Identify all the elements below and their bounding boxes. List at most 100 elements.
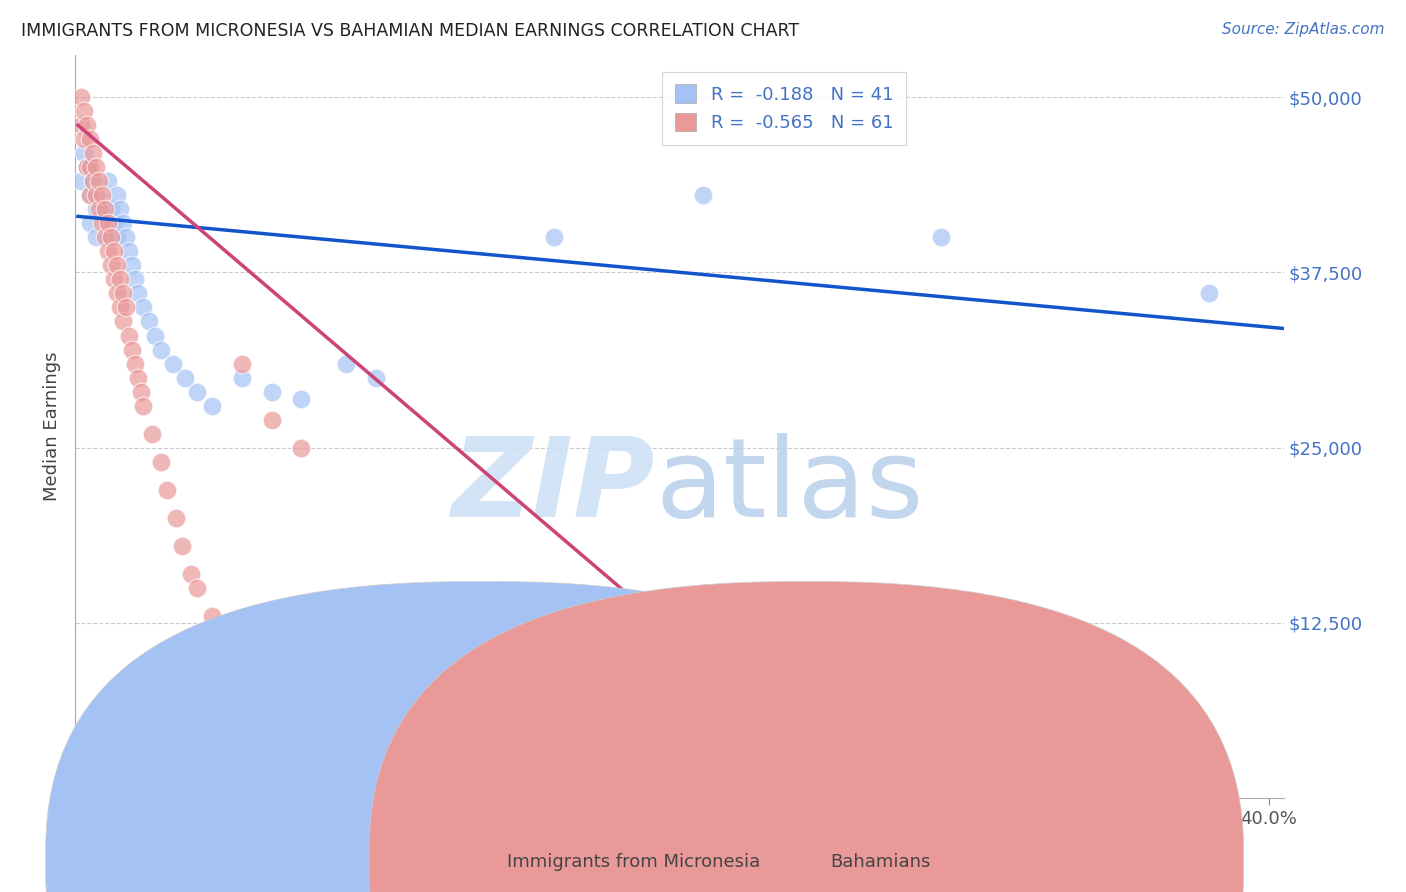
Point bbox=[111, 286, 134, 301]
Point bbox=[335, 700, 357, 714]
Point bbox=[79, 188, 101, 202]
Point bbox=[260, 412, 283, 426]
Point bbox=[84, 202, 107, 217]
Text: Immigrants from Micronesia: Immigrants from Micronesia bbox=[506, 853, 761, 871]
Point bbox=[94, 230, 117, 244]
Point bbox=[82, 174, 104, 188]
Point bbox=[174, 370, 197, 384]
Point bbox=[186, 581, 208, 595]
Point bbox=[105, 188, 128, 202]
Point bbox=[103, 272, 125, 286]
Point bbox=[124, 272, 146, 286]
Point bbox=[121, 343, 143, 357]
Point bbox=[394, 706, 416, 721]
Point bbox=[364, 686, 387, 700]
Point bbox=[165, 510, 187, 524]
Point bbox=[513, 693, 536, 707]
Point bbox=[305, 693, 328, 707]
Point bbox=[82, 146, 104, 161]
Point bbox=[70, 90, 93, 104]
Point bbox=[117, 244, 139, 259]
Point bbox=[79, 216, 101, 230]
Point bbox=[246, 665, 269, 679]
Point bbox=[105, 286, 128, 301]
Point bbox=[82, 174, 104, 188]
Point bbox=[94, 216, 117, 230]
Point bbox=[150, 343, 173, 357]
Point bbox=[103, 244, 125, 259]
Point bbox=[364, 370, 387, 384]
Point bbox=[97, 244, 120, 259]
Point bbox=[150, 455, 173, 469]
Point bbox=[97, 230, 120, 244]
Point bbox=[162, 357, 184, 371]
Point bbox=[425, 721, 447, 735]
Point bbox=[172, 539, 194, 553]
Point bbox=[103, 216, 125, 230]
Point bbox=[276, 679, 298, 693]
Text: Bahamians: Bahamians bbox=[830, 853, 931, 871]
Point bbox=[692, 188, 714, 202]
Point bbox=[97, 174, 120, 188]
Point bbox=[215, 630, 238, 644]
Point bbox=[114, 230, 136, 244]
Point bbox=[931, 230, 953, 244]
Point bbox=[132, 301, 155, 315]
Point bbox=[108, 272, 131, 286]
Legend: R =  -0.188   N = 41, R =  -0.565   N = 61: R = -0.188 N = 41, R = -0.565 N = 61 bbox=[662, 71, 905, 145]
Point bbox=[105, 259, 128, 273]
Point bbox=[84, 161, 107, 175]
Point bbox=[180, 566, 202, 581]
Point bbox=[108, 301, 131, 315]
Point bbox=[76, 118, 98, 132]
Point bbox=[84, 188, 107, 202]
Point bbox=[129, 384, 152, 399]
Point bbox=[543, 706, 565, 721]
Point bbox=[100, 230, 122, 244]
Text: IMMIGRANTS FROM MICRONESIA VS BAHAMIAN MEDIAN EARNINGS CORRELATION CHART: IMMIGRANTS FROM MICRONESIA VS BAHAMIAN M… bbox=[21, 22, 799, 40]
Point bbox=[260, 384, 283, 399]
Point bbox=[79, 188, 101, 202]
Point bbox=[97, 216, 120, 230]
Point bbox=[132, 399, 155, 413]
Point bbox=[335, 357, 357, 371]
Point bbox=[127, 286, 149, 301]
Point bbox=[87, 174, 110, 188]
Point bbox=[127, 370, 149, 384]
Y-axis label: Median Earnings: Median Earnings bbox=[44, 351, 60, 501]
Text: Source: ZipAtlas.com: Source: ZipAtlas.com bbox=[1222, 22, 1385, 37]
Point bbox=[73, 104, 96, 119]
Point bbox=[111, 314, 134, 328]
Point bbox=[90, 188, 112, 202]
Point bbox=[76, 161, 98, 175]
Point bbox=[231, 357, 253, 371]
Point bbox=[70, 118, 93, 132]
Point bbox=[100, 202, 122, 217]
Point bbox=[231, 651, 253, 665]
Point bbox=[290, 392, 312, 406]
Point bbox=[90, 202, 112, 217]
Point bbox=[76, 161, 98, 175]
Point bbox=[543, 230, 565, 244]
Point bbox=[84, 230, 107, 244]
Point bbox=[454, 728, 477, 742]
Point bbox=[145, 328, 167, 343]
Point bbox=[138, 314, 160, 328]
Point bbox=[70, 174, 93, 188]
Point bbox=[108, 202, 131, 217]
Point bbox=[105, 230, 128, 244]
Point bbox=[90, 216, 112, 230]
Point bbox=[124, 357, 146, 371]
Point bbox=[290, 441, 312, 455]
Point bbox=[73, 132, 96, 146]
Point bbox=[141, 426, 163, 441]
Point bbox=[73, 146, 96, 161]
Point bbox=[79, 161, 101, 175]
Point bbox=[100, 259, 122, 273]
Point bbox=[156, 483, 179, 497]
Text: ZIP: ZIP bbox=[451, 433, 655, 540]
Point bbox=[117, 328, 139, 343]
Point bbox=[94, 202, 117, 217]
Point bbox=[186, 384, 208, 399]
Point bbox=[114, 301, 136, 315]
